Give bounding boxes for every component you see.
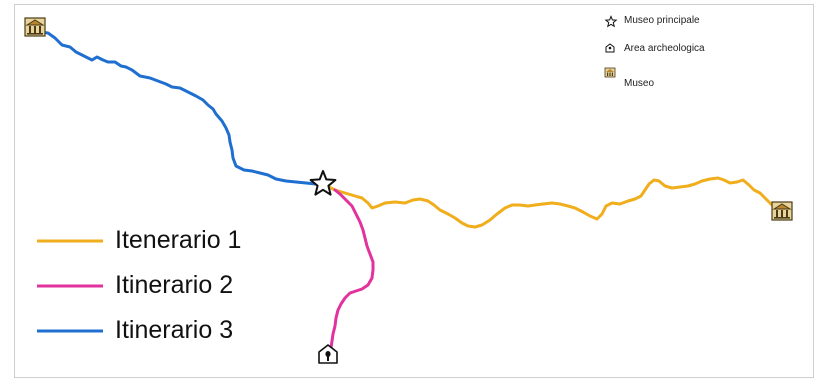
route-itinerario-3[interactable] [38, 30, 327, 187]
legend-label-itinerario-2: Itinerario 2 [115, 271, 234, 299]
key-label-museum: Museo [624, 78, 655, 89]
route-itinerario-2[interactable] [329, 188, 375, 350]
museum-icon [604, 67, 616, 78]
legend-label-itinerario-1: Itenerario 1 [115, 226, 242, 254]
route-itinerario-1[interactable] [323, 176, 779, 229]
map-frame [14, 4, 814, 378]
museum-marker-icon[interactable] [24, 17, 46, 37]
legend-label-itinerario-3: Itinerario 3 [115, 316, 234, 344]
key-label-archaeological-area: Area archeologica [624, 43, 705, 54]
star-icon [604, 15, 618, 28]
museum-marker-icon[interactable] [771, 201, 793, 221]
main-museum-marker-icon[interactable] [309, 170, 337, 196]
archaeological-area-icon [605, 43, 615, 53]
key-label-main-museum: Museo principale [624, 15, 700, 26]
archaeological-area-marker-icon[interactable] [318, 344, 338, 364]
